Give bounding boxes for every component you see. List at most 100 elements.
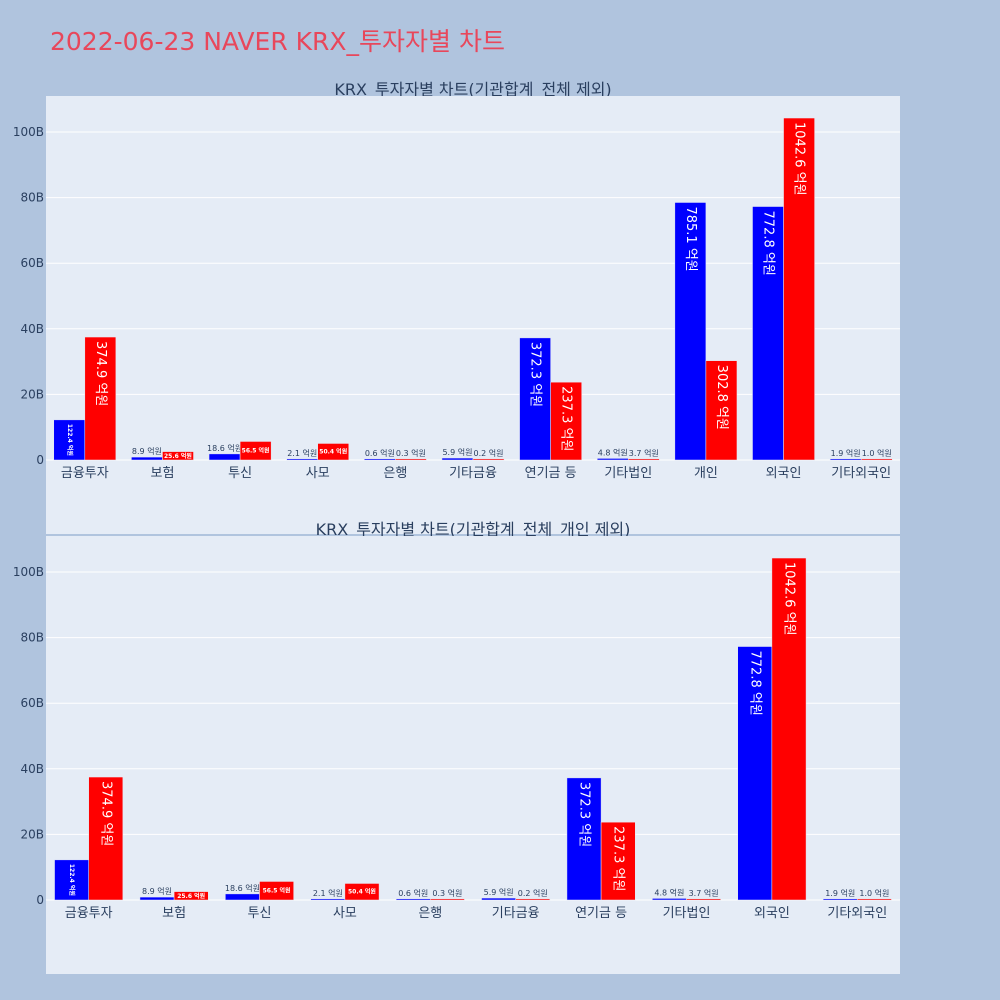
bar: [472, 458, 505, 461]
y-tick-label: 0: [36, 453, 44, 467]
bar: [600, 821, 636, 901]
bar-value-label: 122.4 억원: [66, 424, 74, 456]
bar: [395, 458, 427, 461]
bar: [829, 458, 862, 461]
bar: [259, 881, 294, 901]
bar: [208, 453, 241, 461]
bar: [550, 381, 582, 461]
bar-value-label: 56.5 억원: [242, 447, 270, 455]
bar: [162, 451, 194, 461]
bar: [441, 457, 474, 461]
bar: [54, 859, 89, 901]
bar-value-label: 372.3 억원: [528, 342, 543, 407]
bar: [225, 893, 260, 901]
x-tick-label: 기타외국인: [827, 906, 887, 921]
bar: [344, 883, 380, 901]
bar: [771, 557, 807, 901]
bar-value-label: 237.3 억원: [559, 386, 574, 451]
bar-value-label: 0.6 억원: [365, 448, 395, 458]
chart-bottom: KRX_투자자별 차트(기관합계_전체_개인 제외) 0 20B 40B 60B 80B…: [13, 520, 900, 974]
chart-title: KRX_투자자별 차트(기관합계_전체_개인 제외): [316, 520, 631, 540]
bar: [310, 898, 346, 901]
bar-value-label: 3.7 억원: [629, 448, 659, 458]
bar-value-label: 8.9 억원: [132, 446, 162, 456]
bar-value-label: 25.6 억원: [177, 892, 205, 900]
bar-value-label: 4.8 억원: [598, 447, 628, 457]
bar: [705, 360, 738, 461]
x-tick-label: 연기금 등: [575, 906, 627, 921]
bar-value-label: 4.8 억원: [654, 887, 684, 897]
bar-value-label: 785.1 억원: [683, 206, 698, 271]
bar: [686, 898, 721, 901]
x-tick-label: 금융투자: [61, 466, 109, 481]
bar-value-label: 25.6 억원: [164, 452, 192, 460]
y-tick-label: 100B: [13, 125, 44, 139]
bar: [173, 891, 209, 901]
bar-value-label: 18.6 억원: [225, 883, 260, 893]
y-tick-label: 40B: [20, 762, 44, 776]
bar: [752, 206, 784, 461]
bar: [395, 898, 431, 901]
y-tick-label: 20B: [20, 387, 44, 401]
x-tick-label: 외국인: [754, 906, 790, 921]
bar: [84, 336, 117, 461]
x-tick-label: 보험: [162, 906, 186, 921]
bar: [131, 456, 163, 461]
bar-value-label: 0.6 억원: [398, 888, 428, 898]
bar: [139, 896, 175, 901]
page-title: 2022-06-23 NAVER KRX_투자자별 차트: [50, 27, 505, 56]
bar-value-label: 1.0 억원: [859, 888, 889, 898]
bar: [596, 458, 629, 461]
bar-value-label: 0.3 억원: [396, 448, 426, 458]
bar: [364, 458, 396, 461]
x-tick-label: 은행: [383, 465, 407, 481]
bar-value-label: 2.1 억원: [287, 448, 317, 458]
bar-value-label: 0.2 억원: [518, 888, 548, 898]
bar-value-label: 18.6 억원: [207, 443, 242, 453]
x-tick-label: 사모: [306, 466, 330, 481]
bar-value-label: 1.9 억원: [831, 448, 861, 458]
x-tick-label: 연기금 등: [525, 466, 577, 481]
bar-value-label: 772.8 억원: [761, 211, 776, 276]
y-tick-label: 40B: [20, 322, 44, 336]
bar: [860, 458, 893, 461]
bar-value-label: 772.8 억원: [747, 651, 762, 716]
x-tick-label: 개인: [694, 466, 718, 481]
bar-value-label: 122.4 억원: [68, 864, 76, 896]
bar: [822, 898, 858, 901]
bar-value-label: 1.0 억원: [862, 448, 892, 458]
x-tick-label: 기타법인: [604, 466, 652, 481]
bar-value-label: 2.1 억원: [313, 888, 343, 898]
bar: [628, 458, 660, 461]
bar: [783, 117, 815, 461]
x-tick-label: 보험: [150, 466, 174, 481]
bar: [88, 776, 124, 901]
x-tick-label: 금융투자: [65, 906, 113, 921]
x-tick-label: 기타금융: [449, 466, 497, 481]
bar-value-label: 8.9 억원: [142, 886, 172, 896]
bar: [515, 898, 551, 901]
bar: [652, 898, 687, 901]
bar-value-label: 56.5 억원: [263, 887, 291, 895]
bar-value-label: 374.9 억원: [98, 781, 113, 846]
bar: [430, 898, 465, 901]
x-tick-label: 기타금융: [492, 906, 540, 921]
y-tick-label: 60B: [20, 696, 44, 710]
chart-top: KRX_투자자별 차트(기관합계_전체 제외) 0 20B 40B 60B 80B 100…: [13, 80, 900, 534]
bar-value-label: 1042.6 억원: [792, 122, 807, 196]
x-tick-label: 투신: [228, 466, 252, 481]
y-tick-label: 0: [36, 893, 44, 907]
bar-value-label: 1.9 억원: [825, 888, 855, 898]
y-tick-label: 80B: [20, 191, 44, 205]
chart-title: KRX_투자자별 차트(기관합계_전체 제외): [334, 80, 611, 100]
bar-value-label: 0.3 억원: [432, 888, 462, 898]
x-tick-label: 투신: [248, 906, 272, 921]
x-tick-label: 은행: [418, 905, 442, 921]
bar-value-label: 237.3 억원: [611, 826, 626, 891]
bar: [53, 419, 86, 461]
bar-value-label: 0.2 억원: [474, 448, 504, 458]
bar-value-label: 5.9 억원: [442, 447, 472, 457]
bar-value-label: 50.4 억원: [348, 888, 376, 896]
bar: [857, 898, 892, 901]
bar: [674, 202, 707, 461]
